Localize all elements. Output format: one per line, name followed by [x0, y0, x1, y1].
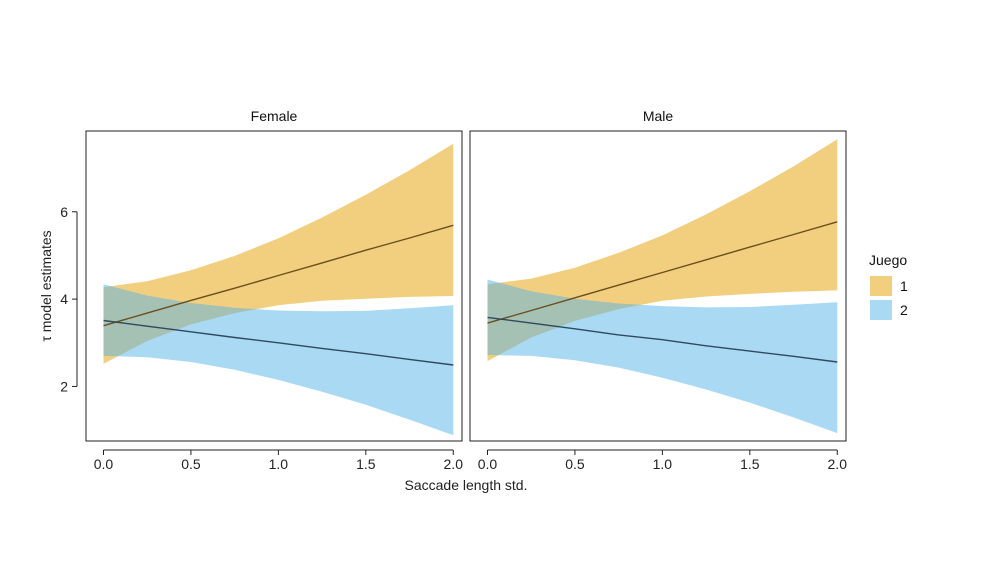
y-tick-label: 2: [60, 378, 68, 394]
x-tick-label: 1.5: [740, 456, 760, 472]
legend-title: Juego: [869, 252, 907, 268]
fit-line-female-juego-2: [103, 319, 454, 366]
legend-label-juego-2: 2: [900, 302, 908, 318]
ribbon-male-juego-2: [487, 279, 838, 434]
x-tick-label: 2.0: [828, 456, 848, 472]
panel-title-male: Male: [643, 108, 674, 124]
panel-frame-male: [469, 130, 847, 442]
fit-line-male-juego-2: [487, 316, 838, 363]
y-axis-title: τ model estimates: [38, 230, 54, 341]
x-tick-label: 0.5: [181, 456, 201, 472]
x-tick-label: 0.0: [478, 456, 498, 472]
panel-title-female: Female: [251, 108, 298, 124]
y-tick-label: 4: [60, 291, 68, 307]
x-tick-label: 1.0: [269, 456, 289, 472]
fit-line-female-juego-1: [103, 224, 454, 327]
x-tick-label: 1.0: [653, 456, 673, 472]
y-tick-label: 6: [60, 204, 68, 220]
x-tick-label: 0.0: [94, 456, 114, 472]
ribbon-female-juego-2: [103, 284, 454, 436]
x-tick-label: 2.0: [444, 456, 464, 472]
x-axis-title: Saccade length std.: [405, 477, 528, 493]
legend-label-juego-1: 1: [900, 278, 908, 294]
legend-swatch-juego-1: [870, 276, 892, 296]
x-tick-label: 0.5: [565, 456, 585, 472]
fit-line-male-juego-1: [487, 221, 838, 324]
panel-frame-female: [85, 130, 463, 442]
x-tick-label: 1.5: [356, 456, 376, 472]
legend-swatch-juego-2: [870, 300, 892, 320]
